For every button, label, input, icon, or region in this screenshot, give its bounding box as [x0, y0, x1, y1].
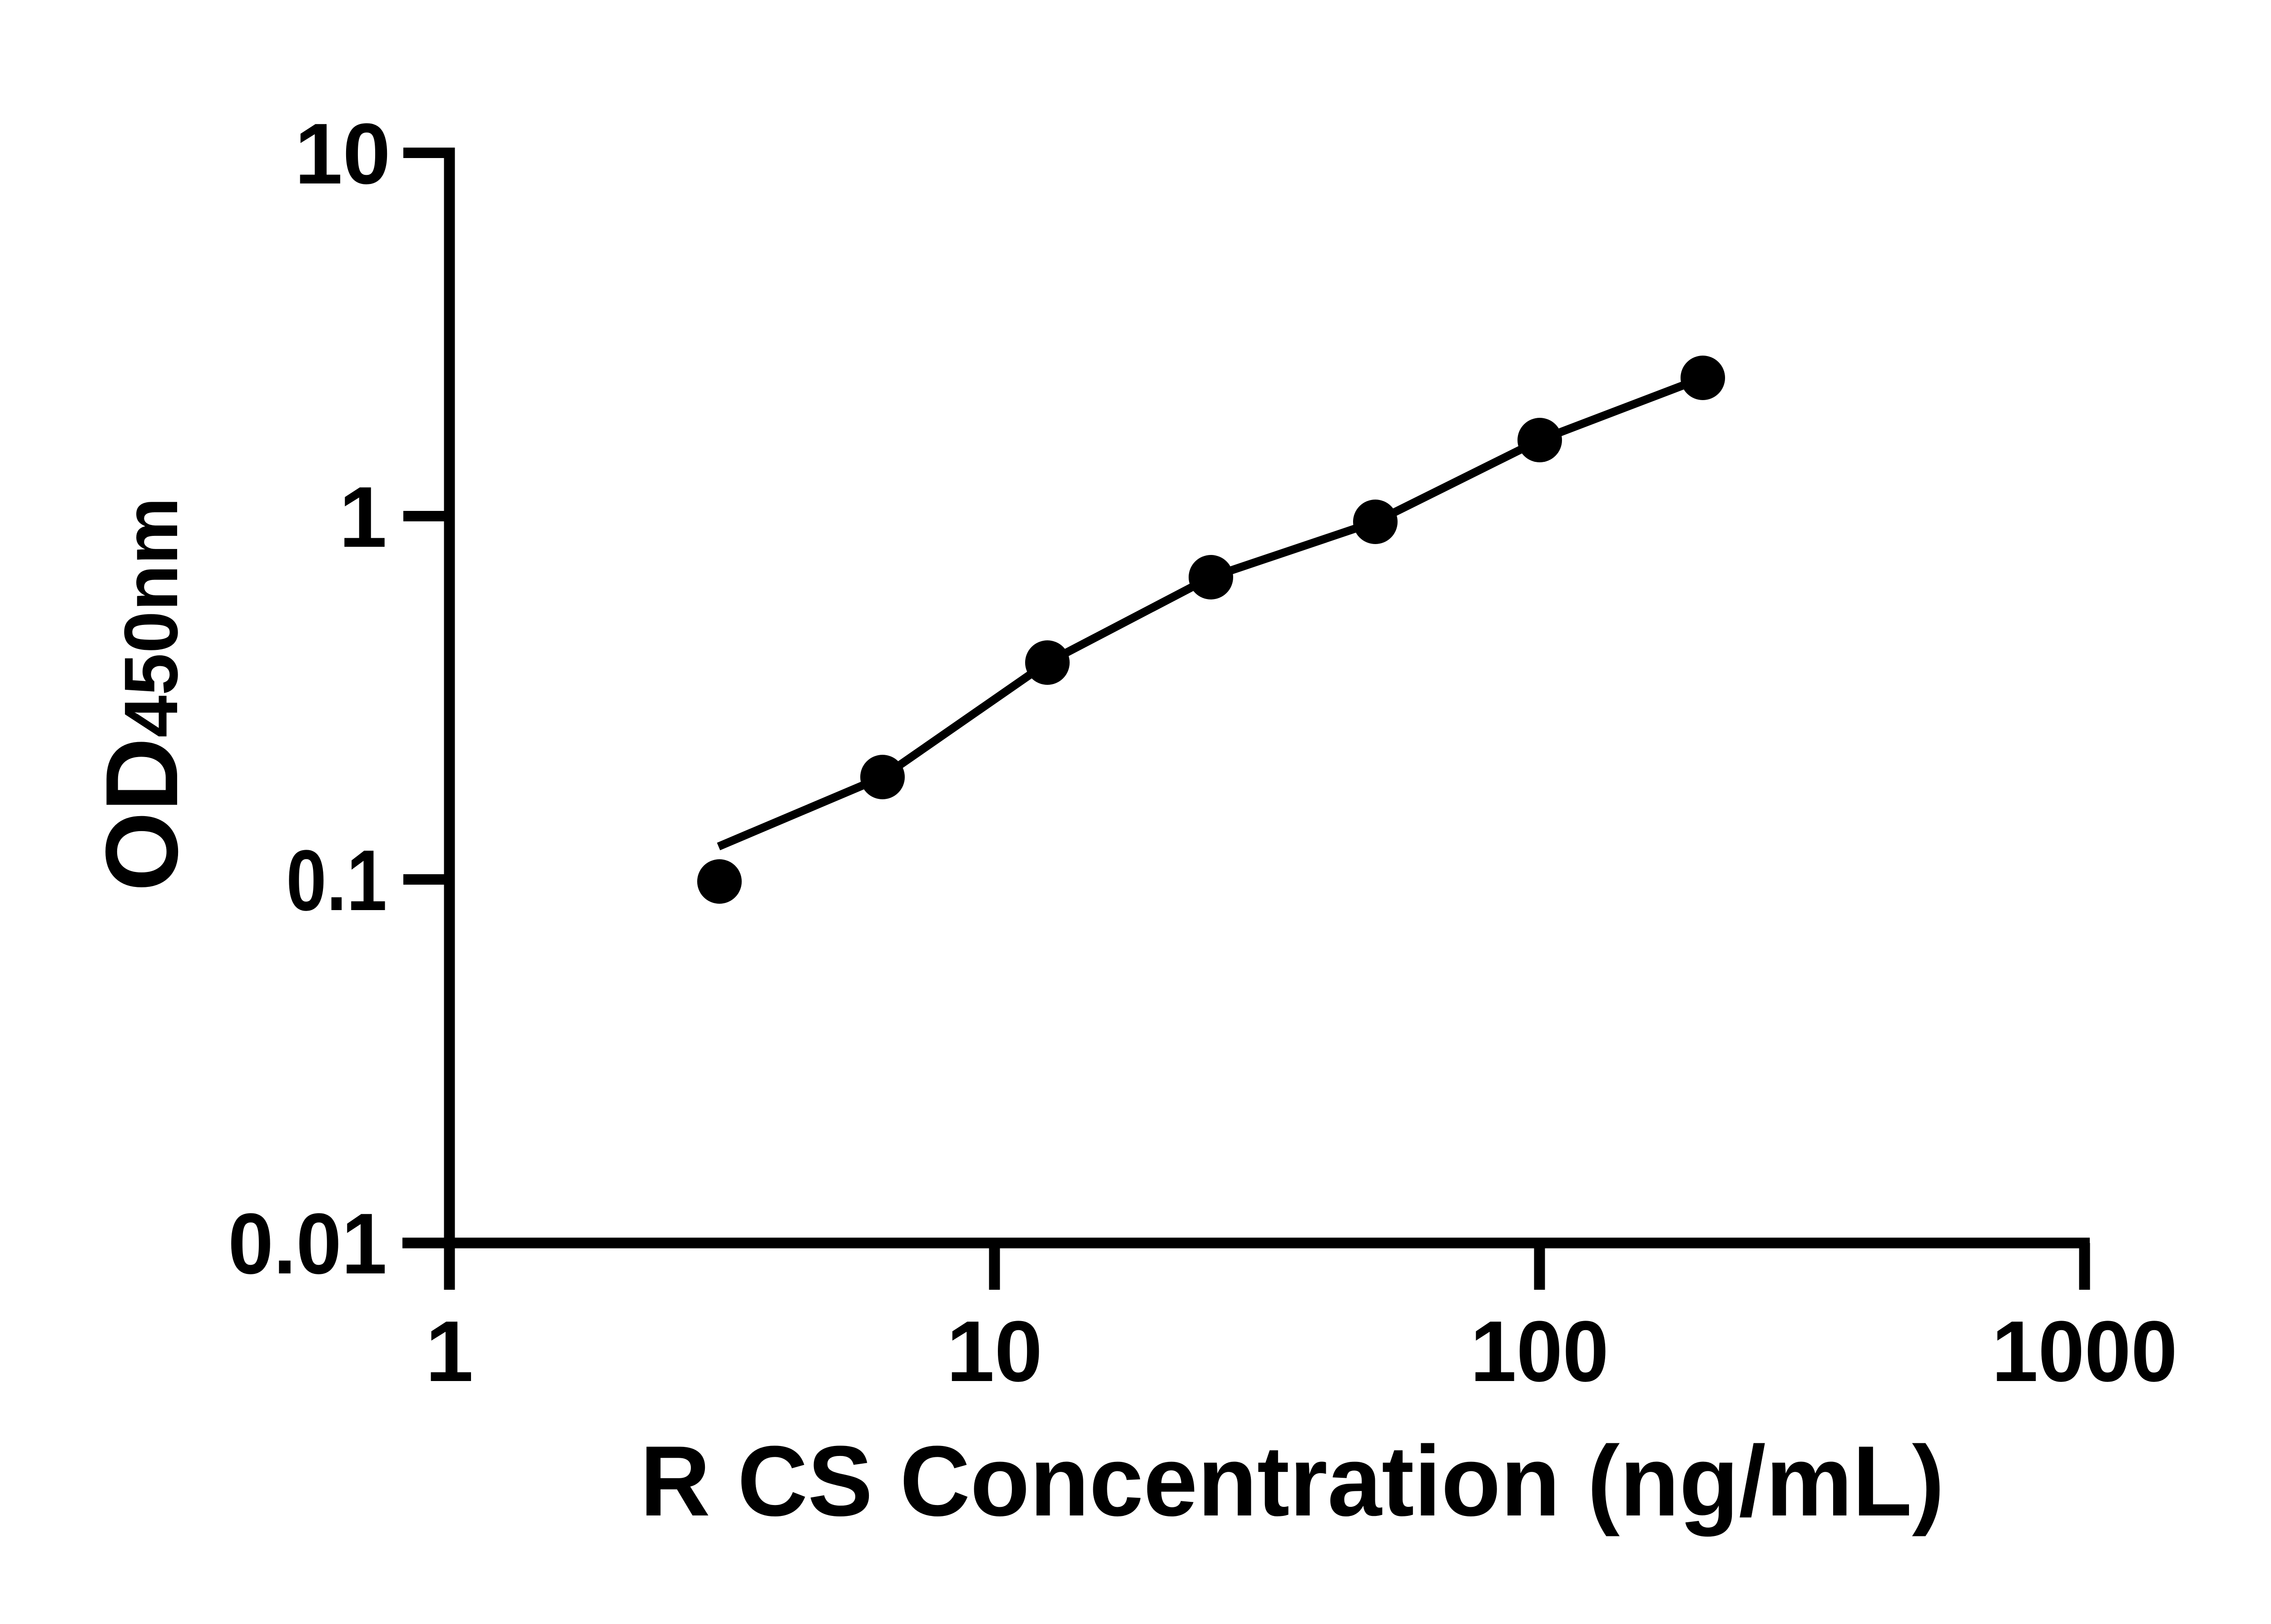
svg-text:100: 100: [1470, 1303, 1609, 1400]
svg-text:R CS Concentration (ng/mL): R CS Concentration (ng/mL): [640, 1425, 1944, 1537]
svg-text:10: 10: [295, 106, 391, 202]
svg-text:0.1: 0.1: [286, 832, 387, 929]
svg-text:10: 10: [947, 1303, 1042, 1400]
svg-text:1000: 1000: [1992, 1303, 2177, 1400]
svg-text:0.01: 0.01: [228, 1196, 387, 1292]
svg-text:1: 1: [339, 469, 387, 565]
svg-text:1: 1: [426, 1303, 474, 1400]
